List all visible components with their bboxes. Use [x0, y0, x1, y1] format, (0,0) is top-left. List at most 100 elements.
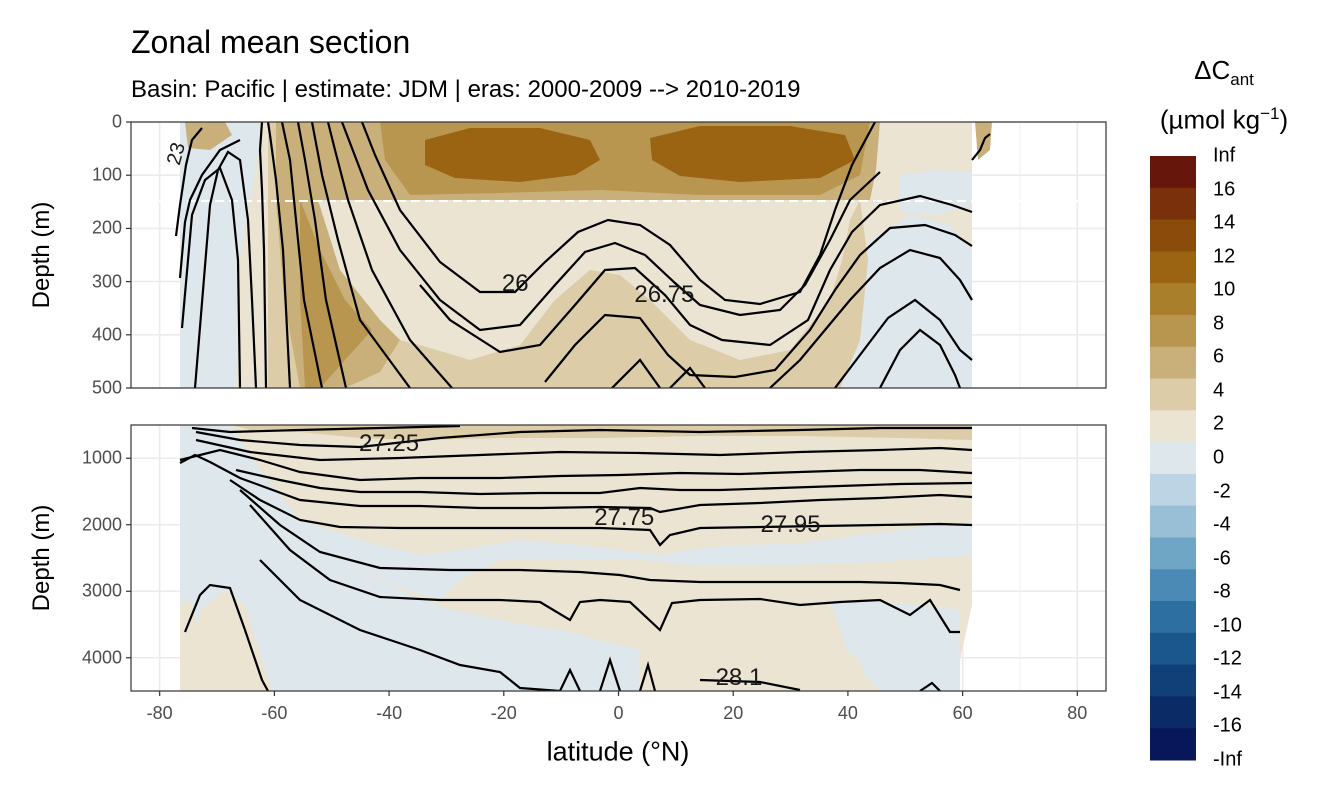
upper-contour-15 — [611, 358, 661, 388]
legend-unit: (µmol kg−1) — [1160, 104, 1288, 136]
legend-title-main: ΔC — [1194, 55, 1231, 85]
upper-contour-2 — [178, 139, 241, 279]
lower-field-negative-band — [300, 520, 972, 600]
upper-contour-14 — [544, 223, 973, 383]
legend-swatch — [1150, 505, 1196, 538]
upper-contour-9 — [310, 122, 411, 388]
lower-contour-7 — [229, 479, 973, 547]
lower-contour-16 — [919, 681, 941, 691]
y-tick-label: 500 — [91, 377, 122, 398]
legend-tick-label: 12 — [1213, 245, 1236, 268]
contour-label: 27.75 — [594, 504, 655, 532]
upper-contour-13 — [419, 194, 973, 354]
upper-contour-8 — [296, 122, 348, 388]
lower-contour-15 — [699, 678, 801, 691]
lower-contour-14 — [638, 661, 657, 691]
contour-label: 26 — [501, 270, 529, 298]
legend-swatch — [1150, 601, 1196, 634]
legend-swatch — [1150, 410, 1196, 443]
lower-contour-5 — [235, 468, 973, 496]
x-tick-label: 20 — [723, 703, 744, 723]
x-tick-label: -40 — [376, 703, 403, 723]
upper-panel-field — [131, 122, 1106, 388]
legend-tick-label: 14 — [1213, 211, 1236, 234]
legend-tick-label: 4 — [1213, 379, 1225, 402]
x-tick-label: -60 — [261, 703, 288, 723]
lower-y-axis-title: Depth (m) — [28, 504, 55, 612]
y-tick-label: 200 — [91, 217, 122, 238]
legend-tick-label: 16 — [1213, 178, 1236, 201]
legend-swatch — [1150, 378, 1196, 411]
legend-tick-label: -8 — [1213, 580, 1231, 603]
upper-contour-20 — [971, 133, 991, 161]
upper-contour-17 — [769, 248, 973, 388]
legend-tick-label: -16 — [1213, 714, 1242, 737]
lower-contour-10 — [259, 559, 561, 691]
upper-contour-4 — [193, 150, 258, 388]
legend-swatch — [1150, 219, 1196, 252]
lower-field-negative-south — [180, 425, 640, 691]
lower-contour-1 — [191, 425, 461, 434]
lower-contour-13 — [598, 656, 622, 691]
upper-field-negative-mid-south — [212, 122, 258, 388]
legend-tick-label: -6 — [1213, 547, 1231, 570]
x-tick-label: -20 — [490, 703, 517, 723]
legend-unit-sup: −1 — [1260, 104, 1280, 123]
legend-swatch — [1150, 283, 1196, 316]
legend-tick-label: -14 — [1213, 681, 1242, 704]
legend-tick-label: -10 — [1213, 614, 1242, 637]
y-tick-label: 3000 — [81, 580, 122, 601]
lower-field-positive-abyss — [200, 590, 272, 691]
upper-y-axis-title: Depth (m) — [28, 201, 55, 309]
lower-field-positive-upper — [232, 425, 972, 440]
y-tick-label: 300 — [91, 271, 122, 292]
legend-swatch — [1150, 696, 1196, 729]
legend-swatch — [1150, 156, 1196, 189]
legend-unit-main: (µmol kg — [1159, 104, 1261, 135]
legend-tick-label: -12 — [1213, 647, 1242, 670]
upper-contour-5 — [258, 122, 268, 388]
upper-contour-1 — [174, 127, 203, 237]
lower-contour-9 — [249, 504, 960, 634]
lower-contour-6 — [179, 453, 973, 514]
upper-contour-6 — [266, 122, 292, 388]
legend-colorbar — [1150, 156, 1196, 761]
legend-tick-label: 10 — [1213, 278, 1236, 301]
legend-swatch — [1150, 314, 1196, 348]
legend-swatch — [1150, 251, 1196, 284]
lower-contour-8 — [239, 489, 961, 592]
upper-panel-border — [130, 121, 1107, 389]
upper-contour-18 — [834, 298, 973, 388]
upper-contour-7 — [280, 122, 324, 388]
legend-tick-label: 8 — [1213, 312, 1225, 335]
legend-swatch — [1150, 473, 1196, 507]
lower-contour-2 — [195, 426, 972, 449]
lower-panel-field — [180, 425, 972, 691]
y-tick-label: 4000 — [81, 647, 122, 668]
contour-label: 28.1 — [715, 663, 763, 691]
legend-tick-label: 2 — [1213, 412, 1225, 435]
lower-contour-12 — [559, 667, 581, 691]
upper-contour-12 — [340, 122, 881, 332]
contour-label: 27.95 — [760, 510, 821, 538]
legend-tick-label: -4 — [1213, 513, 1231, 536]
x-tick-label: 60 — [952, 703, 973, 723]
y-tick-label: 400 — [91, 324, 122, 345]
legend-unit-end: ) — [1279, 104, 1289, 135]
legend-tick-label: -Inf — [1213, 748, 1242, 771]
x-tick-label: 80 — [1067, 703, 1088, 723]
legend-swatch — [1150, 537, 1196, 570]
chart-title: Zonal mean section — [131, 24, 411, 60]
legend-swatch — [1150, 728, 1196, 761]
legend-tick-label: 6 — [1213, 345, 1225, 368]
lower-field-positive-north-deep — [700, 635, 870, 691]
upper-panel-contours — [174, 122, 991, 388]
x-tick-label: -80 — [146, 703, 173, 723]
x-axis-title: latitude (°N) — [546, 736, 690, 767]
lower-contour-3 — [195, 438, 973, 462]
contour-label: 26.75 — [634, 280, 695, 308]
legend-title-sub: ant — [1230, 70, 1254, 90]
upper-contour-11 — [360, 122, 876, 306]
legend-title: ΔCant — [1194, 55, 1254, 90]
